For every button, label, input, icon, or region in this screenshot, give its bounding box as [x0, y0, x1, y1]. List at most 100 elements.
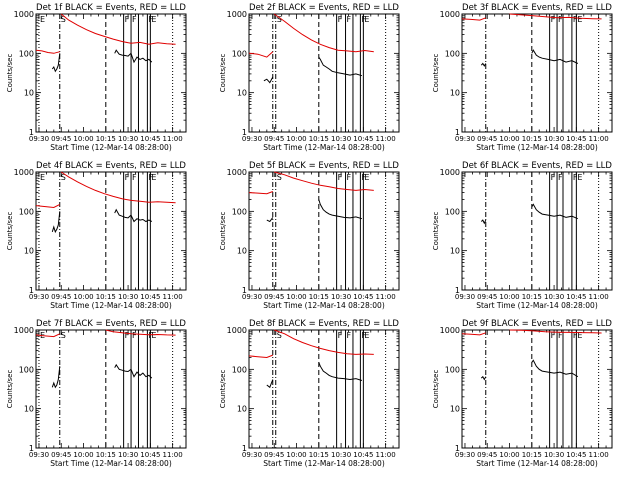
x-tick-label: 09:30 [242, 451, 262, 459]
x-tick-label: 11:00 [163, 293, 183, 301]
event-marker-label: S [277, 173, 282, 182]
lld-series-line [461, 332, 486, 336]
events-series-line [480, 375, 487, 381]
event-marker-label: F [132, 331, 137, 340]
y-tick-label: 1000 [227, 168, 247, 177]
x-tick-label: 09:30 [29, 293, 49, 301]
y-tick-label: 10 [450, 405, 460, 414]
event-marker-label: E [151, 331, 156, 340]
lld-series-line [509, 13, 602, 20]
events-series-line [51, 211, 61, 234]
x-tick-label: 09:45 [51, 293, 71, 301]
x-tick-label: 10:15 [522, 135, 542, 143]
event-marker-label: E [364, 15, 369, 24]
events-series-line [318, 56, 363, 77]
y-tick-label: 1 [29, 444, 34, 453]
chart-panel-4: Det 4f BLACK = Events, RED = LLD 1 10 100 10… [6, 161, 187, 310]
x-tick-label: 09:30 [455, 135, 475, 143]
events-series-line [266, 217, 274, 223]
x-tick-label: 10:00 [286, 451, 306, 459]
y-tick-label: 100 [232, 365, 247, 374]
events-series-line [318, 362, 363, 381]
x-tick-label: 10:00 [73, 135, 93, 143]
event-marker-label: F [338, 173, 343, 182]
chart-panel-6: Det 6f BLACK = Events, RED = LLD 1 10 100 10… [432, 161, 613, 310]
y-tick-label: 1 [455, 444, 460, 453]
y-axis-label: Counts/sec [6, 370, 14, 409]
plot-frame [461, 171, 613, 291]
y-tick-label: 1 [242, 444, 247, 453]
x-tick-label: 10:30 [544, 293, 564, 301]
x-tick-label: 10:30 [544, 135, 564, 143]
x-tick-label: 10:45 [566, 293, 586, 301]
x-tick-label: 09:45 [51, 135, 71, 143]
chart-panel-8: Det 8f BLACK = Events, RED = LLD 1 10 100 10… [219, 319, 400, 468]
x-tick-label: 10:45 [566, 135, 586, 143]
event-marker-label: F [347, 173, 352, 182]
x-tick-label: 10:15 [309, 135, 329, 143]
chart-title: Det 8f BLACK = Events, RED = LLD [249, 319, 399, 329]
chart-title: Det 6f BLACK = Events, RED = LLD [462, 161, 612, 171]
x-axis-label: Start Time (12-Mar-14 08:28:00) [50, 143, 172, 152]
chart-title: Det 5f BLACK = Events, RED = LLD [249, 161, 399, 171]
y-tick-label: 100 [19, 49, 34, 58]
x-tick-label: 10:30 [331, 293, 351, 301]
plot-frame [248, 171, 400, 291]
x-tick-label: 11:00 [163, 135, 183, 143]
y-tick-label: 10 [24, 405, 34, 414]
x-tick-label: 09:30 [29, 451, 49, 459]
plot-frame [461, 13, 613, 133]
x-tick-label: 10:00 [73, 451, 93, 459]
x-tick-label: 09:45 [51, 451, 71, 459]
x-tick-label: 09:45 [477, 293, 497, 301]
x-tick-label: 09:30 [455, 451, 475, 459]
x-tick-label: 10:45 [353, 451, 373, 459]
events-series-line [266, 379, 274, 389]
event-marker-label: E [151, 173, 156, 182]
x-axis-label: Start Time (12-Mar-14 08:28:00) [50, 301, 172, 310]
x-tick-label: 10:15 [96, 135, 116, 143]
x-tick-label: 09:30 [242, 293, 262, 301]
plot-frame [35, 329, 187, 449]
lld-series-line [274, 329, 374, 355]
y-axis-label: Counts/sec [432, 370, 440, 409]
y-tick-label: 1 [29, 286, 34, 295]
plot-frame [461, 329, 613, 449]
event-marker-label: E [577, 331, 582, 340]
event-marker-label: E [40, 173, 45, 182]
chart-title: Det 1f BLACK = Events, RED = LLD [36, 3, 186, 13]
x-tick-label: 10:00 [286, 135, 306, 143]
x-axis-label: Start Time (12-Mar-14 08:28:00) [263, 459, 385, 468]
x-tick-label: 10:45 [140, 451, 160, 459]
event-marker-label: F [361, 173, 366, 182]
x-tick-label: 09:45 [477, 135, 497, 143]
x-axis-label: Start Time (12-Mar-14 08:28:00) [476, 301, 598, 310]
event-marker-label: F [347, 331, 352, 340]
events-series-line [114, 208, 153, 223]
event-marker-label: S [61, 15, 66, 24]
lld-series-line [461, 17, 486, 21]
event-marker-label: S [277, 15, 282, 24]
y-tick-label: 1000 [227, 10, 247, 19]
plot-frame [248, 13, 400, 133]
y-axis-label: Counts/sec [219, 54, 227, 93]
chart-title: Det 7f BLACK = Events, RED = LLD [36, 319, 186, 329]
x-tick-label: 09:45 [264, 293, 284, 301]
event-marker-label: F [338, 331, 343, 340]
event-marker-label: S [61, 331, 66, 340]
y-tick-label: 1000 [440, 326, 460, 335]
event-marker-label: F [338, 15, 343, 24]
x-tick-label: 10:15 [96, 451, 116, 459]
event-marker-label: F [148, 173, 153, 182]
event-marker-label: F [551, 173, 556, 182]
y-axis-label: Counts/sec [219, 370, 227, 409]
y-tick-label: 1000 [440, 168, 460, 177]
x-tick-label: 10:30 [331, 451, 351, 459]
y-tick-label: 10 [24, 89, 34, 98]
lld-series-line [60, 171, 176, 204]
event-marker-label: F [132, 173, 137, 182]
event-marker-label: F [148, 331, 153, 340]
x-tick-label: 10:45 [353, 135, 373, 143]
plot-frame [248, 329, 400, 449]
events-series-line [51, 366, 61, 389]
